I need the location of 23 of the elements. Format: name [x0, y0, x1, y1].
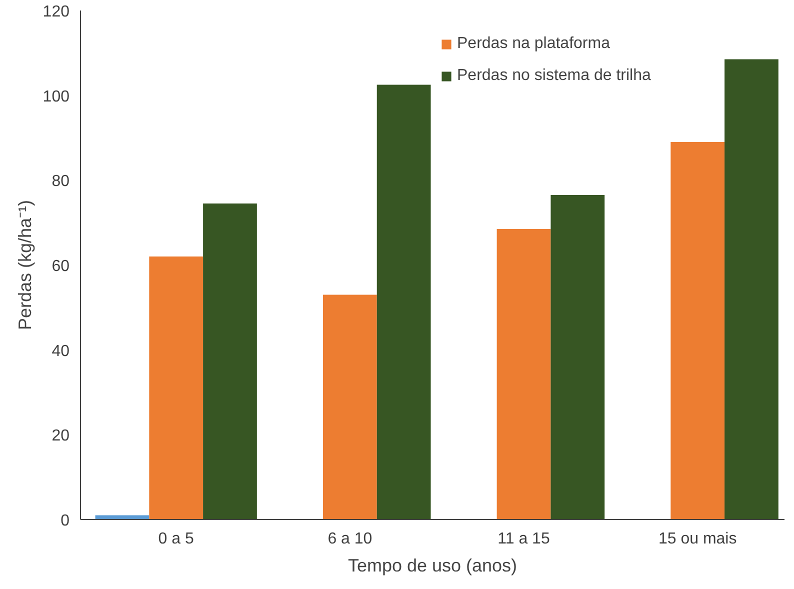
bar [496, 228, 551, 520]
y-tick-label: 100 [42, 88, 70, 106]
bar [322, 294, 377, 520]
bar [376, 84, 431, 520]
legend-label: Perdas no sistema de trilha [457, 67, 651, 85]
y-tick-label: 40 [52, 342, 70, 360]
x-tick-label: 0 a 5 [158, 530, 194, 548]
x-tick-label: 6 a 10 [328, 530, 372, 548]
y-tick-label: 20 [52, 428, 70, 445]
bar [670, 142, 725, 520]
legend-label: Perdas na plataforma [457, 35, 610, 53]
x-tick-label: 11 a 15 [498, 530, 550, 548]
y-tick-label: 0 [60, 512, 70, 530]
bar [149, 256, 204, 520]
y-axis-title: Perdas (kg/ha⁻¹) [14, 200, 35, 330]
bar [550, 195, 605, 520]
x-axis-title: Tempo de uso (anos) [348, 556, 518, 576]
y-tick-label: 80 [52, 173, 70, 190]
y-tick-label: 60 [52, 258, 70, 275]
bar [203, 203, 257, 520]
x-tick-label: 15 ou mais [658, 530, 737, 548]
y-tick-label: 120 [42, 4, 70, 20]
bar [724, 59, 778, 520]
